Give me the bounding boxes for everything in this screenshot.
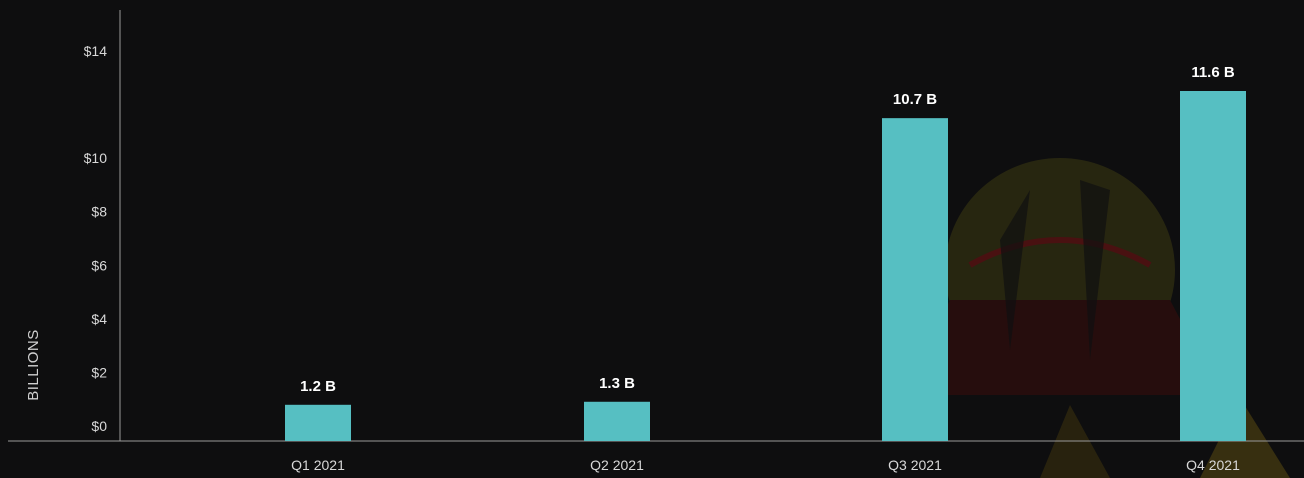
data-labels: 1.2 B 1.3 B 10.7 B 11.6 B — [300, 64, 1235, 395]
data-label: 11.6 B — [1191, 64, 1235, 81]
bar — [285, 404, 351, 441]
y-axis: $0 $2 $4 $6 $8 $10 $14 BILLIONS — [25, 10, 121, 441]
bars — [285, 91, 1246, 441]
data-label: 10.7 B — [893, 91, 937, 108]
y-tick-label: $0 — [91, 418, 107, 434]
data-label: 1.2 B — [300, 378, 336, 395]
bar — [882, 118, 948, 441]
bar — [1180, 91, 1246, 441]
y-tick-label: $2 — [91, 364, 107, 380]
y-axis-title: BILLIONS — [25, 329, 42, 401]
x-tick-label: Q4 2021 — [1186, 457, 1240, 473]
y-tick-label: $10 — [84, 150, 108, 166]
x-axis: Q1 2021 Q2 2021 Q3 2021 Q4 2021 — [8, 440, 1304, 473]
x-tick-label: Q1 2021 — [291, 457, 345, 473]
y-tick-label: $14 — [84, 43, 108, 59]
x-tick-label: Q3 2021 — [888, 457, 942, 473]
x-tick-label: Q2 2021 — [590, 457, 644, 473]
y-tick-label: $4 — [91, 311, 107, 327]
y-tick-label: $6 — [91, 257, 107, 273]
data-label: 1.3 B — [599, 375, 635, 392]
y-tick-label: $8 — [91, 204, 107, 220]
bar — [584, 401, 650, 441]
